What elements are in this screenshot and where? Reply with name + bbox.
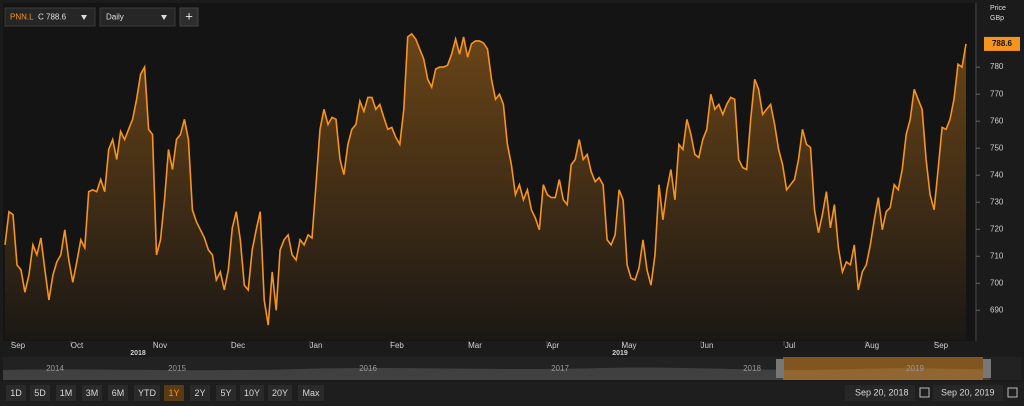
navigator-year: 2018 bbox=[743, 364, 761, 373]
calendar-icon[interactable] bbox=[1007, 387, 1018, 398]
range-label: 10Y bbox=[244, 388, 260, 398]
x-tick-label: Sep bbox=[934, 341, 949, 350]
range-label: 1Y bbox=[168, 388, 179, 398]
x-tick-label: Dec bbox=[231, 341, 245, 350]
range-button[interactable] bbox=[164, 385, 184, 401]
navigator-year: 2016 bbox=[359, 364, 377, 373]
range-label: 1M bbox=[60, 388, 73, 398]
navigator-selection[interactable] bbox=[783, 357, 983, 380]
range-button[interactable] bbox=[30, 385, 50, 401]
y-tick-label: 700 bbox=[990, 278, 1004, 287]
x-tick-label: Nov bbox=[153, 341, 167, 350]
y-tick-label: 760 bbox=[990, 116, 1004, 125]
interval: Daily bbox=[106, 13, 124, 22]
range-button[interactable] bbox=[108, 385, 128, 401]
symbol-box[interactable] bbox=[4, 7, 96, 27]
close-label: C 788.6 bbox=[38, 13, 67, 22]
range-label: 2Y bbox=[194, 388, 205, 398]
y-tick-label: 720 bbox=[990, 224, 1004, 233]
navigator-year: 2019 bbox=[906, 364, 924, 373]
y-tick-label: 740 bbox=[990, 170, 1004, 179]
range-label: Max bbox=[302, 388, 320, 398]
axis-title: GBp bbox=[990, 15, 1004, 22]
range-label: 1D bbox=[10, 388, 22, 398]
range-button[interactable] bbox=[240, 385, 264, 401]
date-box[interactable] bbox=[845, 385, 915, 401]
range-button[interactable] bbox=[56, 385, 76, 401]
calendar-icon[interactable] bbox=[919, 387, 930, 398]
year-label: 2019 bbox=[612, 350, 628, 357]
y-tick-label: 710 bbox=[990, 251, 1004, 260]
range-button[interactable] bbox=[134, 385, 160, 401]
add-button[interactable] bbox=[179, 7, 199, 27]
y-tick-label: 730 bbox=[990, 197, 1004, 206]
area-fill bbox=[5, 33, 966, 341]
axis-title: Price bbox=[990, 5, 1006, 12]
x-tick-label: Jan bbox=[310, 341, 323, 350]
add-label: + bbox=[185, 8, 193, 23]
range-button[interactable] bbox=[216, 385, 236, 401]
range-label: 5D bbox=[34, 388, 46, 398]
x-tick-label: Aug bbox=[865, 341, 879, 350]
x-tick-label: Jun bbox=[701, 341, 714, 350]
range-button[interactable] bbox=[6, 385, 26, 401]
range-label: 6M bbox=[112, 388, 125, 398]
range-label: 20Y bbox=[272, 388, 288, 398]
range-button[interactable] bbox=[298, 385, 324, 401]
y-tick-label: 750 bbox=[990, 143, 1004, 152]
dropdown-icon bbox=[161, 15, 167, 20]
y-tick-label: 780 bbox=[990, 62, 1004, 71]
x-tick-label: Sep bbox=[11, 341, 26, 350]
date-to: Sep 20, 2019 bbox=[941, 387, 995, 397]
navigator-handle[interactable] bbox=[776, 359, 784, 378]
y-tick-label: 690 bbox=[990, 305, 1004, 314]
symbol: PNN.L bbox=[10, 13, 34, 22]
date-box[interactable] bbox=[933, 385, 1003, 401]
navigator-preview bbox=[3, 367, 990, 380]
y-tick-label: 770 bbox=[990, 89, 1004, 98]
price-tag bbox=[984, 36, 1020, 51]
range-button[interactable] bbox=[190, 385, 210, 401]
date-from: Sep 20, 2018 bbox=[855, 387, 909, 397]
year-label: 2018 bbox=[130, 350, 146, 357]
range-button[interactable] bbox=[82, 385, 102, 401]
x-tick-label: Mar bbox=[468, 341, 482, 350]
range-label: 5Y bbox=[220, 388, 231, 398]
price-tag-label: 788.6 bbox=[992, 39, 1013, 48]
range-label: YTD bbox=[138, 388, 157, 398]
navigator-year: 2014 bbox=[46, 364, 64, 373]
price-line bbox=[4, 32, 967, 326]
x-tick-label: Apr bbox=[547, 341, 560, 350]
x-tick-label: May bbox=[621, 341, 636, 350]
range-button[interactable] bbox=[268, 385, 292, 401]
navigator-year: 2015 bbox=[168, 364, 186, 373]
interval-box[interactable] bbox=[99, 7, 176, 27]
navigator-handle[interactable] bbox=[983, 359, 991, 378]
x-tick-label: Feb bbox=[390, 341, 404, 350]
x-tick-label: Oct bbox=[71, 341, 84, 350]
x-tick-label: Jul bbox=[785, 341, 795, 350]
dropdown-icon bbox=[81, 15, 87, 20]
range-label: 3M bbox=[86, 388, 99, 398]
navigator-year: 2017 bbox=[551, 364, 569, 373]
